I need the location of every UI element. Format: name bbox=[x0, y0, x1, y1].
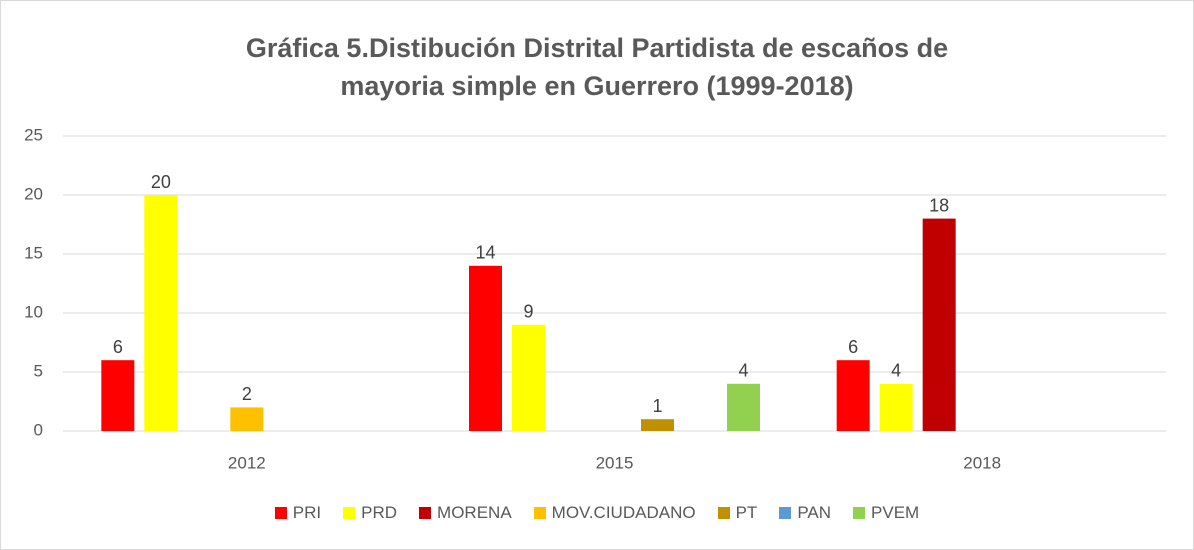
legend-label: PAN bbox=[797, 503, 832, 522]
legend-label: PT bbox=[735, 503, 758, 522]
data-label: 14 bbox=[475, 243, 495, 263]
legend-item: MOV.CIUDADANO bbox=[533, 503, 696, 523]
legend-swatch bbox=[533, 507, 546, 519]
data-label: 4 bbox=[891, 361, 901, 381]
data-label: 4 bbox=[738, 361, 748, 381]
chart-title: Gráfica 5.Distibución Distrital Partidis… bbox=[245, 33, 949, 101]
x-tick-label: 2015 bbox=[596, 453, 634, 472]
legend-label: PVEM bbox=[871, 503, 920, 522]
legend-item: PVEM bbox=[853, 503, 919, 523]
bar bbox=[230, 407, 264, 431]
legend-label: MOV.CIUDADANO bbox=[551, 503, 696, 522]
legend-swatch bbox=[779, 507, 792, 519]
legend-label: PRI bbox=[292, 503, 322, 522]
y-tick-label: 10 bbox=[24, 302, 43, 321]
legend-item: MORENA bbox=[419, 503, 512, 523]
legend-swatch bbox=[419, 507, 432, 519]
data-label: 2 bbox=[242, 384, 252, 404]
bar bbox=[144, 195, 178, 431]
x-tick-label: 2018 bbox=[963, 453, 1001, 472]
y-tick-label: 0 bbox=[34, 420, 43, 439]
bar bbox=[101, 360, 135, 431]
legend-label: PRD bbox=[361, 503, 398, 522]
y-tick-label: 15 bbox=[24, 243, 43, 262]
x-tick-label: 2012 bbox=[228, 453, 266, 472]
legend-item: PT bbox=[717, 503, 758, 523]
data-label: 18 bbox=[929, 195, 949, 215]
legend-label: MORENA bbox=[437, 503, 512, 522]
data-label: 9 bbox=[523, 302, 533, 322]
legend: PRI PRD MORENA MOV.CIUDADANO PT PAN PVEM bbox=[1, 503, 1193, 523]
data-label: 20 bbox=[151, 172, 171, 192]
data-label: 6 bbox=[113, 337, 123, 357]
y-tick-label: 25 bbox=[24, 125, 43, 144]
bar bbox=[641, 419, 674, 431]
bar bbox=[836, 360, 870, 431]
legend-swatch bbox=[274, 507, 287, 519]
legend-item: PRI bbox=[274, 503, 322, 523]
data-label: 1 bbox=[652, 396, 662, 416]
bar bbox=[879, 383, 913, 431]
bar bbox=[512, 324, 545, 431]
legend-item: PRD bbox=[343, 503, 397, 523]
y-tick-label: 5 bbox=[34, 361, 43, 380]
bar bbox=[922, 218, 956, 431]
legend-swatch bbox=[717, 507, 730, 519]
legend-item: PAN bbox=[779, 503, 831, 523]
y-tick-label: 20 bbox=[24, 184, 43, 203]
legend-swatch bbox=[343, 507, 356, 519]
legend-swatch bbox=[853, 507, 866, 519]
bar bbox=[727, 383, 760, 431]
bar bbox=[469, 265, 502, 431]
data-label: 6 bbox=[848, 337, 858, 357]
